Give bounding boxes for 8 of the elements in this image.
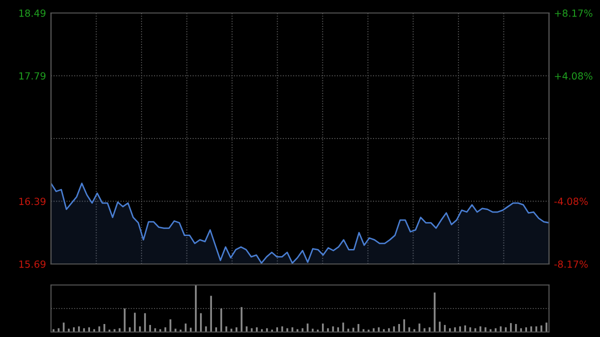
y2-tick-label: -4.08% <box>554 198 588 206</box>
y-tick-label: 17.79 <box>19 72 46 80</box>
y-tick-label: 16.39 <box>19 198 46 206</box>
y2-tick-label: +4.08% <box>554 72 592 80</box>
y-tick-label: 15.69 <box>19 260 46 268</box>
y2-tick-label: +8.17% <box>554 9 592 17</box>
y2-tick-label: -8.17% <box>554 260 588 268</box>
y-tick-label: 18.49 <box>19 9 46 17</box>
